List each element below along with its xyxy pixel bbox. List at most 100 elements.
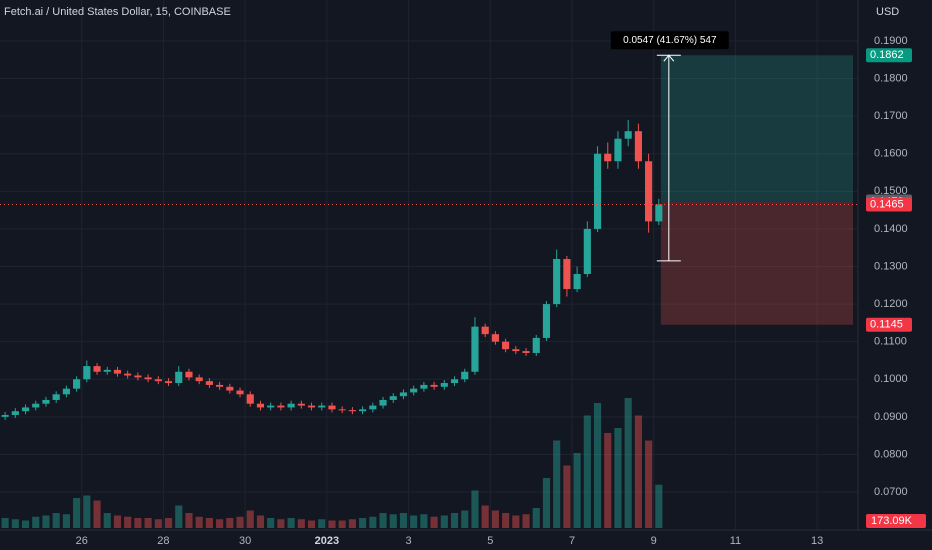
y-tick-label: 0.1900	[874, 35, 908, 47]
candle-body	[553, 258, 561, 305]
candle-body	[491, 334, 499, 342]
candle-body	[195, 377, 203, 382]
last-price-tag-bg	[866, 197, 912, 212]
measure-box	[610, 31, 729, 50]
volume-bar	[338, 520, 346, 528]
candle-body	[216, 384, 224, 387]
last-price-tag: 0.1465	[870, 198, 904, 210]
currency: USD	[876, 6, 899, 18]
candle-body	[359, 409, 367, 412]
volume-bar	[430, 516, 438, 528]
volume-bar	[420, 514, 428, 528]
candle-body	[522, 351, 530, 353]
candle-body	[328, 405, 336, 410]
candle-body	[430, 384, 438, 387]
candle-body	[267, 405, 275, 408]
volume-bar	[553, 440, 561, 528]
candle-body	[11, 411, 19, 415]
candle-body	[634, 131, 642, 162]
candle-body	[226, 386, 234, 391]
candle-body	[93, 366, 101, 372]
volume-bar	[1, 518, 9, 528]
volume-bar	[93, 500, 101, 528]
candle-body	[113, 369, 122, 374]
candle-body	[532, 337, 540, 353]
candle-body	[604, 153, 612, 162]
candle-body	[164, 381, 173, 384]
volume-bar	[11, 519, 19, 528]
candle-body	[450, 379, 459, 384]
volume-bar	[379, 513, 387, 528]
volume-bar	[287, 518, 295, 528]
x-tick-label: 30	[239, 535, 251, 547]
candle-body	[512, 349, 520, 352]
volume-bar	[573, 453, 581, 528]
volume-bar	[481, 505, 489, 528]
volume-bar	[246, 510, 254, 528]
x-tick-label: 13	[811, 535, 823, 547]
candle-body	[287, 403, 295, 408]
candle-body	[379, 399, 387, 406]
chart-title: Fetch.ai / United States Dollar, 15, COI…	[4, 6, 231, 18]
volume-bar	[267, 518, 275, 528]
candle-body	[277, 405, 285, 408]
target-zone	[660, 55, 853, 202]
candle-body	[124, 373, 132, 376]
candle-body	[175, 371, 183, 384]
volume-bar	[624, 398, 632, 528]
volume-bar	[440, 515, 448, 528]
y-tick-label: 0.1000	[874, 373, 908, 385]
candle-body	[154, 379, 162, 382]
y-tick-label: 0.0900	[874, 411, 908, 423]
volume-bar	[502, 513, 510, 528]
volume-bar	[614, 428, 622, 528]
candle-body	[246, 394, 254, 404]
y-tick-label: 0.0700	[874, 486, 908, 498]
x-tick-label: 7	[569, 535, 575, 547]
x-tick-label: 2023	[315, 535, 339, 547]
y-tick-label: 0.1400	[874, 223, 908, 235]
volume-bar	[318, 519, 326, 528]
candle-body	[369, 405, 377, 410]
volume-bar	[563, 465, 571, 528]
y-tick-label: 0.1500	[874, 185, 908, 197]
x-tick-label: 9	[651, 535, 657, 547]
candle-body	[420, 384, 428, 389]
volume-bar	[389, 514, 397, 528]
volume-bar	[348, 519, 356, 528]
candle-body	[410, 388, 418, 393]
target-tag-bg	[866, 48, 912, 63]
volume-bar	[73, 498, 81, 528]
y-tick-label: 0.1200	[874, 298, 908, 310]
candle-body	[32, 403, 40, 408]
volume-bar	[83, 495, 91, 528]
volume-bar	[216, 519, 224, 528]
candle-body	[144, 377, 152, 380]
candle-body	[624, 131, 632, 139]
volume-bar	[113, 515, 122, 528]
candle-body	[42, 399, 50, 404]
volume-bar	[134, 518, 142, 528]
x-tick-label: 3	[406, 535, 412, 547]
volume-bar	[410, 515, 418, 528]
candle-body	[461, 371, 469, 380]
candle-body	[573, 274, 581, 290]
volume-bar	[256, 515, 265, 528]
candle-body	[481, 326, 489, 335]
volume-bar	[399, 513, 408, 528]
candle-body	[471, 326, 479, 372]
volume-bar	[359, 518, 367, 528]
volume-bar	[175, 505, 183, 528]
volume-bar	[226, 518, 234, 528]
volume-bar	[532, 508, 540, 528]
volume-bar	[461, 510, 469, 528]
candle-body	[593, 153, 602, 229]
candle-body	[655, 204, 663, 222]
volume-bar	[307, 520, 316, 528]
measure-label: 0.0547 (41.67%) 547	[623, 35, 717, 46]
candle-body	[103, 369, 111, 372]
volume-bar	[593, 403, 602, 528]
volume-bar	[491, 510, 499, 528]
y-tick-label: 0.0800	[874, 448, 908, 460]
candle-body	[389, 396, 397, 400]
